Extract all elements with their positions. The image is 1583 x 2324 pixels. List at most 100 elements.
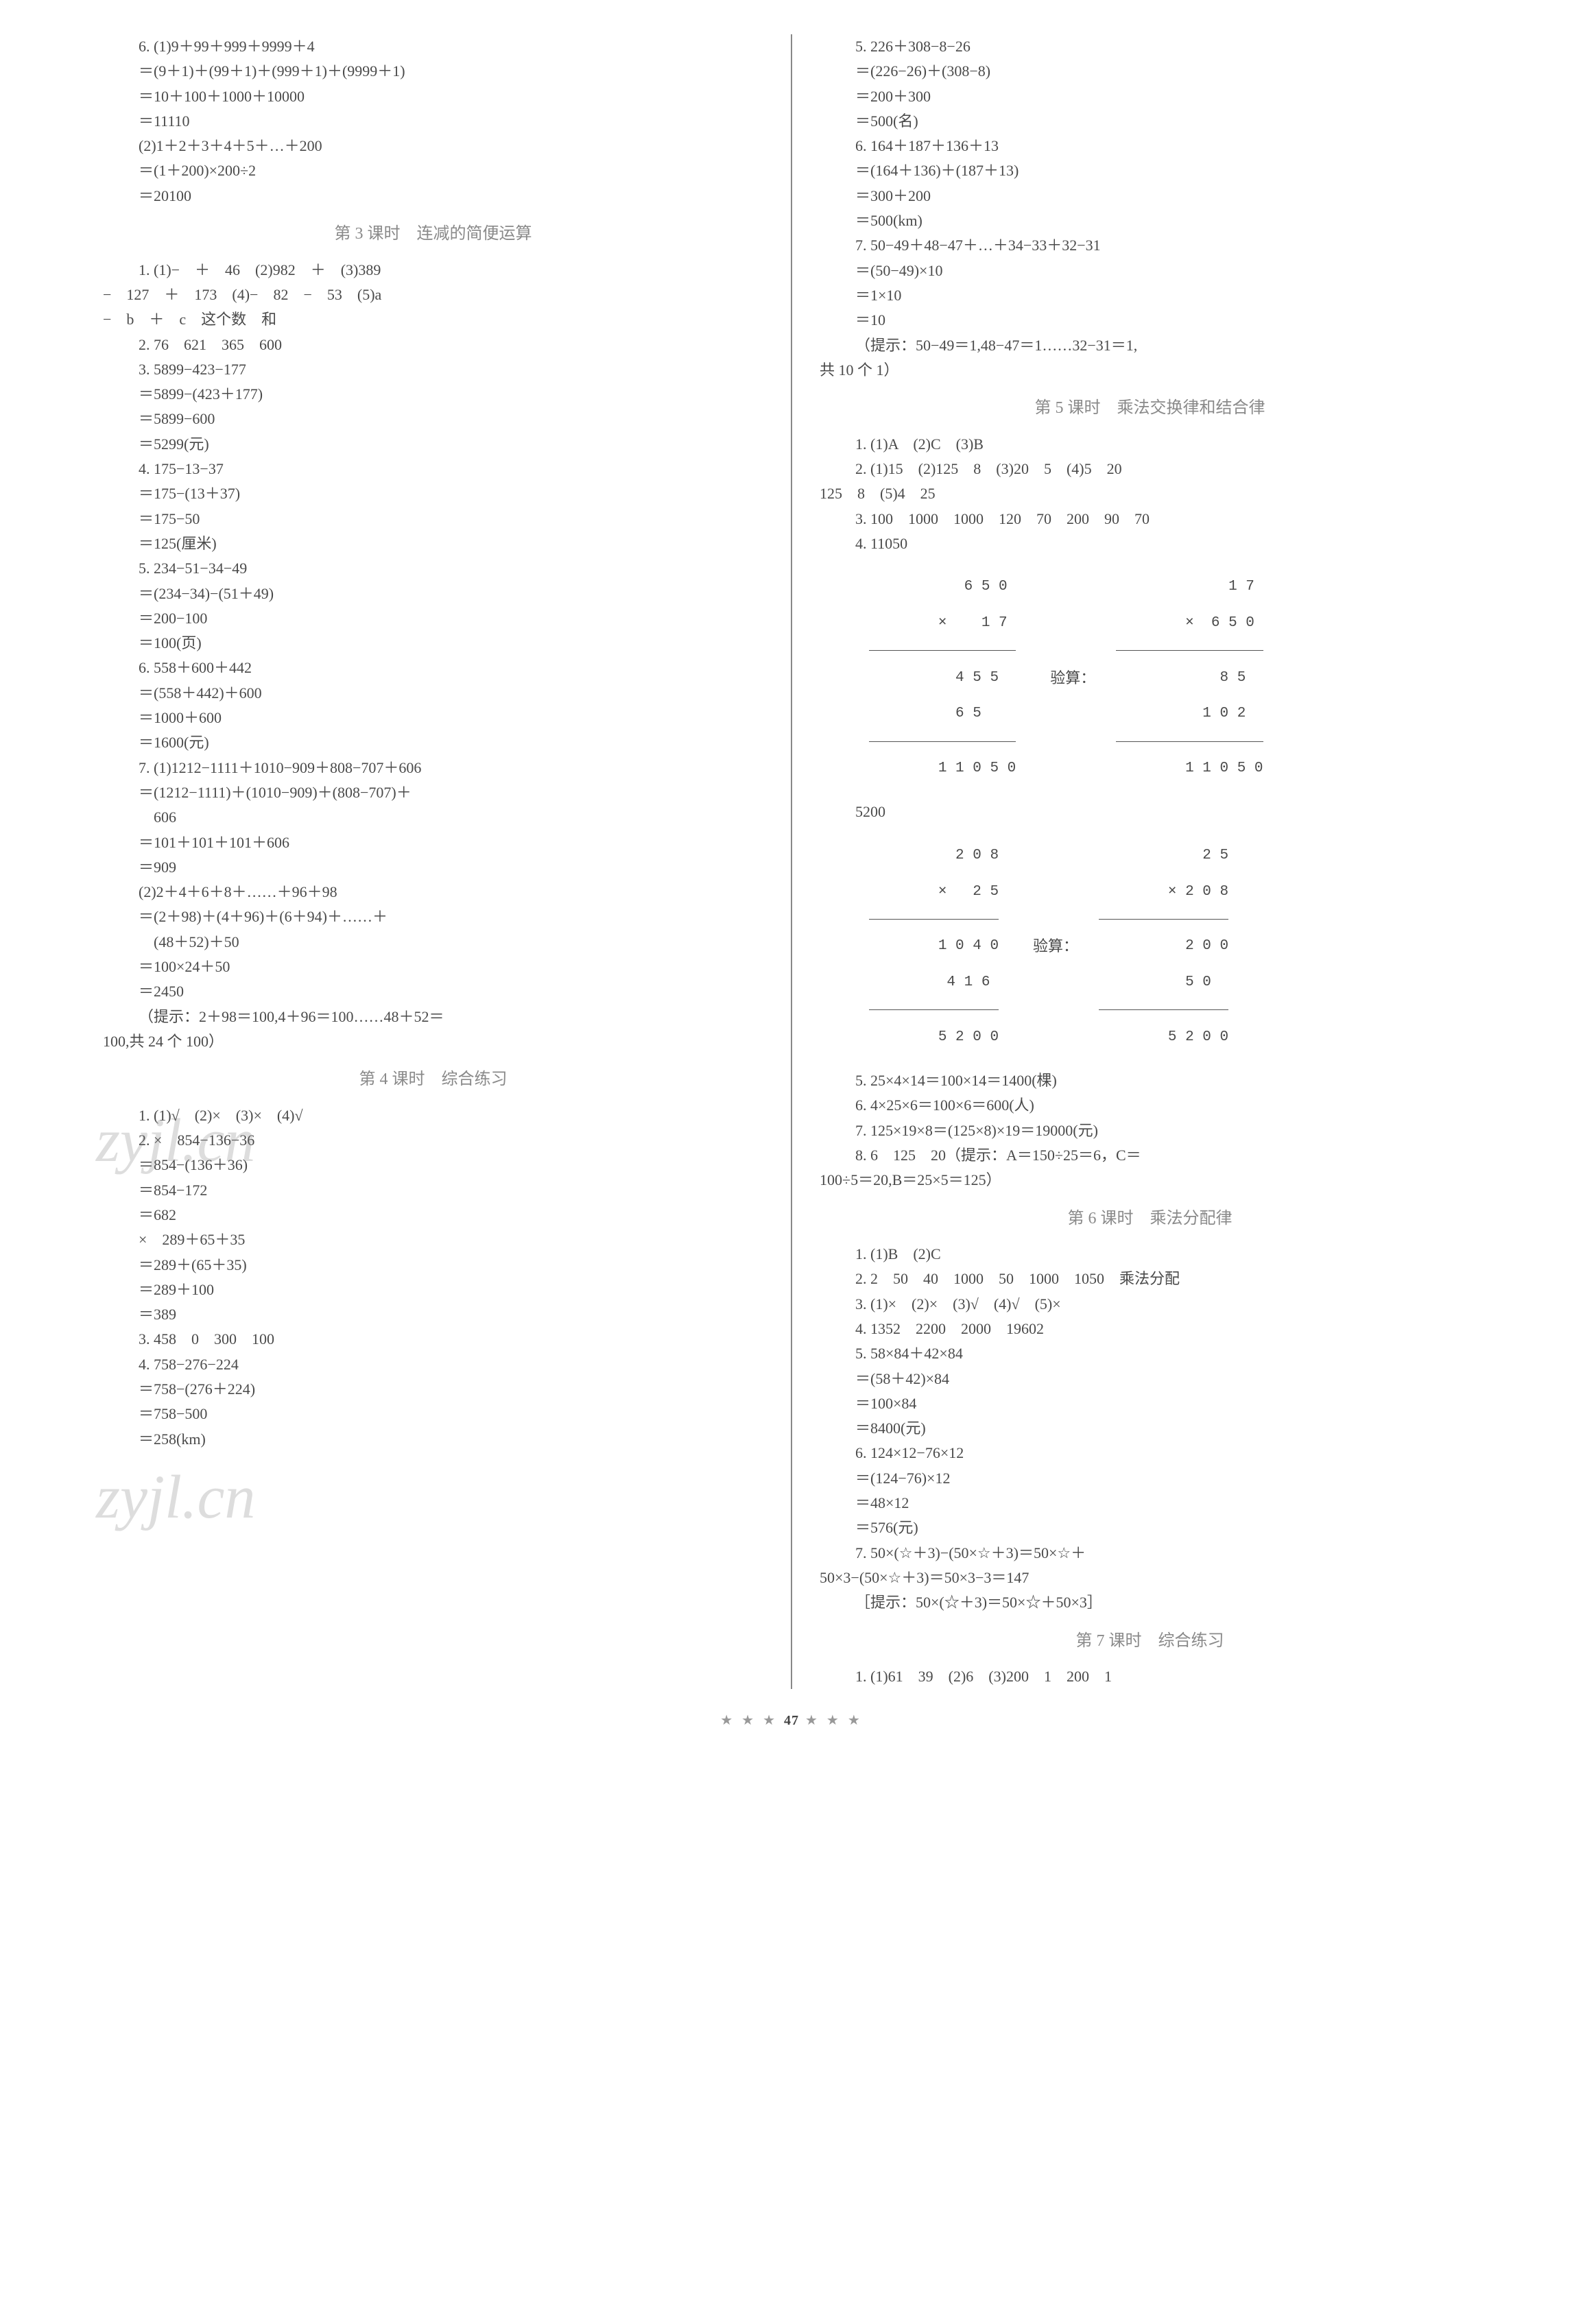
text-line: ＝100×24＋50 — [103, 955, 763, 979]
calc-line: 2 0 8 — [938, 848, 999, 863]
text-line: ＝(558＋442)＋600 — [103, 681, 763, 706]
verify-label: 验算： — [1050, 666, 1095, 691]
text-line: ＝1000＋600 — [103, 706, 763, 730]
heading-lesson-7: 第 7 课时 综合练习 — [820, 1628, 1480, 1655]
vertical-calc-right-1: 1 7 × 6 5 0 8 5 1 0 2 1 1 0 5 0 — [1116, 560, 1263, 795]
left-column: 6. (1)9＋99＋999＋9999＋4 ＝(9＋1)＋(99＋1)＋(999… — [82, 34, 784, 1689]
calc-line: 1 0 2 — [1185, 706, 1246, 721]
text-line: 2. (1)15 (2)125 8 (3)20 5 (4)5 20 — [820, 457, 1480, 481]
text-line: ＝(124−76)×12 — [820, 1466, 1480, 1491]
calc-line: 5 2 0 0 — [938, 1029, 999, 1045]
text-line: − 127 ＋ 173 (4)− 82 − 53 (5)a — [103, 283, 763, 307]
text-line: 4. 758−276−224 — [103, 1352, 763, 1377]
text-line: ＝48×12 — [820, 1491, 1480, 1516]
text-line: × 289＋65＋35 — [103, 1227, 763, 1252]
text-line: 100,共 24 个 100） — [103, 1029, 763, 1054]
calc-line: 4 5 5 — [938, 670, 999, 686]
text-line: 5. 234−51−34−49 — [103, 556, 763, 581]
text-line: ＝(1212−1111)＋(1010−909)＋(808−707)＋ — [103, 780, 763, 805]
text-line: 5. 58×84＋42×84 — [820, 1341, 1480, 1366]
right-block7: 1. (1)61 39 (2)6 (3)200 1 200 1 — [820, 1664, 1480, 1689]
calc-line: 4 1 6 — [938, 974, 990, 990]
text-line: 7. (1)1212−1111＋1010−909＋808−707＋606 — [103, 756, 763, 780]
text-line: 5200 — [820, 800, 1480, 824]
text-line: ＝2450 — [103, 979, 763, 1004]
calc-line: 8 5 — [1185, 670, 1246, 686]
calc-line: 5 0 — [1168, 974, 1211, 990]
text-line: 2. 2 50 40 1000 50 1000 1050 乘法分配 — [820, 1267, 1480, 1291]
text-line: 100÷5＝20,B＝25×5＝125） — [820, 1168, 1480, 1193]
text-line: 125 8 (5)4 25 — [820, 481, 1480, 506]
page-footer: ★ ★ ★ 47 ★ ★ ★ — [82, 1710, 1501, 1732]
right-block5top: 5. 226＋308−8−26 ＝(226−26)＋(308−8) ＝200＋3… — [820, 34, 1480, 383]
text-line: 4. 175−13−37 — [103, 457, 763, 481]
vertical-calc-left-1: 6 5 0 × 1 7 4 5 5 6 5 1 1 0 5 0 — [869, 560, 1016, 795]
text-line: ＝5899−(423＋177) — [103, 382, 763, 407]
page-number: 47 — [784, 1713, 799, 1728]
text-line: ＝1600(元) — [103, 730, 763, 755]
text-line: ＝20100 — [103, 184, 763, 208]
text-line: ＝758−500 — [103, 1402, 763, 1426]
text-line: 2. 76 621 365 600 — [103, 333, 763, 357]
text-line: ＝(234−34)−(51＋49) — [103, 582, 763, 606]
text-line: ＝5899−600 — [103, 407, 763, 431]
text-line: 3. 458 0 300 100 — [103, 1327, 763, 1352]
text-line: 7. 125×19×8＝(125×8)×19＝19000(元) — [820, 1118, 1480, 1143]
text-line: ＝389 — [103, 1302, 763, 1327]
verify-label: 验算： — [1033, 934, 1078, 959]
vertical-calc-row-1: 6 5 0 × 1 7 4 5 5 6 5 1 1 0 5 0 验算： 1 7 … — [820, 556, 1480, 800]
page-container: zyjl.cn zyjl.cn 6. (1)9＋99＋999＋9999＋4 ＝(… — [82, 34, 1501, 1689]
calc-line: × 2 5 — [938, 884, 999, 900]
text-line: （提示：50−49＝1,48−47＝1……32−31＝1, — [820, 333, 1480, 358]
calc-line: 2 5 — [1168, 848, 1228, 863]
text-line: ＝200＋300 — [820, 84, 1480, 109]
right-block5a: 1. (1)A (2)C (3)B 2. (1)15 (2)125 8 (3)2… — [820, 432, 1480, 556]
text-line: ＝11110 — [103, 109, 763, 134]
text-line: ＝(2＋98)＋(4＋96)＋(6＋94)＋……＋ — [103, 905, 763, 929]
calc-line: × 2 0 8 — [1168, 884, 1228, 900]
text-line: 6. 124×12−76×12 — [820, 1441, 1480, 1465]
text-line: 2. × 854−136−36 — [103, 1128, 763, 1153]
text-line: ＝500(km) — [820, 208, 1480, 233]
text-line: 1. (1)A (2)C (3)B — [820, 432, 1480, 457]
text-line: 3. (1)× (2)× (3)√ (4)√ (5)× — [820, 1292, 1480, 1317]
text-line: ＝10＋100＋1000＋10000 — [103, 84, 763, 109]
text-line: 7. 50−49＋48−47＋…＋34−33＋32−31 — [820, 233, 1480, 258]
text-line: 1. (1)B (2)C — [820, 1242, 1480, 1267]
heading-lesson-5: 第 5 课时 乘法交换律和结合律 — [820, 395, 1480, 422]
text-line: ＝(9＋1)＋(99＋1)＋(999＋1)＋(9999＋1) — [103, 59, 763, 84]
text-line: ［提示：50×(☆＋3)＝50×☆＋50×3］ — [820, 1590, 1480, 1615]
calc-line: 5 2 0 0 — [1168, 1029, 1228, 1045]
text-line: ＝854−172 — [103, 1178, 763, 1203]
text-line: 606 — [103, 805, 763, 830]
text-line: ＝5299(元) — [103, 432, 763, 457]
text-line: ＝500(名) — [820, 109, 1480, 134]
calc-line: 6 5 — [938, 706, 981, 721]
vertical-calc-left-2: 2 0 8 × 2 5 1 0 4 0 4 1 6 5 2 0 0 — [869, 829, 999, 1064]
text-line: ＝(164＋136)＋(187＋13) — [820, 158, 1480, 183]
text-line: ＝300＋200 — [820, 184, 1480, 208]
text-line: (48＋52)＋50 — [103, 930, 763, 955]
text-line: ＝100(页) — [103, 631, 763, 656]
calc-line: 1 1 0 5 0 — [938, 760, 1016, 776]
text-line: 5. 226＋308−8−26 — [820, 34, 1480, 59]
text-line: 1. (1)√ (2)× (3)× (4)√ — [103, 1103, 763, 1128]
text-line: (2)1＋2＋3＋4＋5＋…＋200 — [103, 134, 763, 158]
text-line: (2)2＋4＋6＋8＋……＋96＋98 — [103, 880, 763, 905]
text-line: 6. 558＋600＋442 — [103, 656, 763, 680]
footer-stars-right: ★ ★ ★ — [805, 1713, 863, 1728]
text-line: 1. (1)61 39 (2)6 (3)200 1 200 1 — [820, 1664, 1480, 1689]
text-line: （提示：2＋98＝100,4＋96＝100……48＋52＝ — [103, 1005, 763, 1029]
text-line: 6. (1)9＋99＋999＋9999＋4 — [103, 34, 763, 59]
text-line: ＝682 — [103, 1203, 763, 1227]
text-line: ＝8400(元) — [820, 1416, 1480, 1441]
text-line: ＝1×10 — [820, 283, 1480, 308]
calc-line: × 1 7 — [938, 615, 1008, 631]
text-line: 5. 25×4×14＝100×14＝1400(棵) — [820, 1068, 1480, 1093]
left-block4: 1. (1)√ (2)× (3)× (4)√ 2. × 854−136−36 ＝… — [103, 1103, 763, 1452]
text-line: ＝175−(13＋37) — [103, 481, 763, 506]
text-line: ＝125(厘米) — [103, 531, 763, 556]
footer-stars-left: ★ ★ ★ — [720, 1713, 778, 1728]
text-line: 1. (1)− ＋ 46 (2)982 ＋ (3)389 — [103, 258, 763, 283]
calc-line: × 6 5 0 — [1185, 615, 1254, 631]
